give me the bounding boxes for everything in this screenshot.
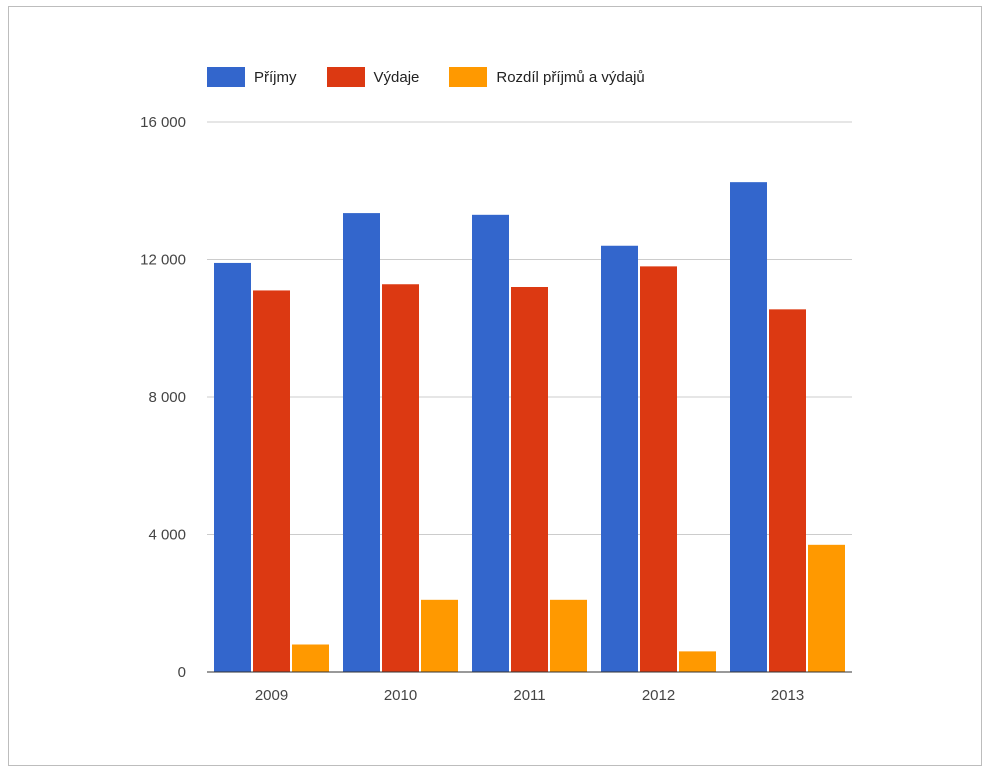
legend-swatch-rozdil	[449, 67, 488, 87]
bar-2013-series-0	[730, 182, 767, 672]
bar-2012-series-0	[601, 245, 638, 672]
legend-label-vydaje: Výdaje	[373, 68, 420, 86]
y-tick-label: 8 000	[148, 389, 186, 406]
x-axis-tick-labels: 2009 2010 2011 2012 2013	[255, 687, 804, 704]
y-tick-label: 16 000	[140, 114, 186, 131]
x-tick-label: 2012	[642, 687, 675, 704]
y-tick-label: 0	[178, 664, 186, 681]
x-tick-label: 2013	[771, 687, 804, 704]
legend-item-rozdil: Rozdíl příjmů a výdajů	[449, 67, 645, 87]
bar-2009-series-1	[253, 290, 290, 672]
y-axis-tick-labels: 0 4 000 8 000 12 000 16 000	[140, 114, 186, 681]
bar-2009-series-2	[292, 644, 329, 672]
bar-2011-series-0	[472, 214, 509, 672]
bar-2013-series-2	[808, 544, 845, 672]
legend-label-rozdil: Rozdíl příjmů a výdajů	[496, 68, 645, 86]
bar-2009-series-0	[214, 262, 251, 672]
y-tick-label: 12 000	[140, 252, 186, 269]
legend-swatch-vydaje	[326, 67, 365, 87]
bar-2010-series-0	[343, 213, 380, 672]
bar-2012-series-1	[640, 266, 677, 672]
legend-item-prijmy: Příjmy	[207, 67, 297, 87]
bar-2011-series-1	[511, 287, 548, 672]
chart-legend: Příjmy Výdaje Rozdíl příjmů a výdajů	[207, 64, 675, 90]
legend-swatch-prijmy	[207, 67, 245, 87]
bar-2010-series-1	[382, 284, 419, 672]
bar-2010-series-2	[421, 599, 458, 672]
y-tick-label: 4 000	[148, 527, 186, 544]
bar-2012-series-2	[679, 651, 716, 672]
x-tick-label: 2009	[255, 687, 288, 704]
x-tick-label: 2010	[384, 687, 417, 704]
bar-2011-series-2	[550, 599, 587, 672]
legend-item-vydaje: Výdaje	[326, 67, 420, 87]
x-tick-label: 2011	[513, 687, 545, 704]
bar-2013-series-1	[769, 309, 806, 672]
bars	[214, 182, 845, 672]
legend-label-prijmy: Příjmy	[254, 68, 297, 86]
